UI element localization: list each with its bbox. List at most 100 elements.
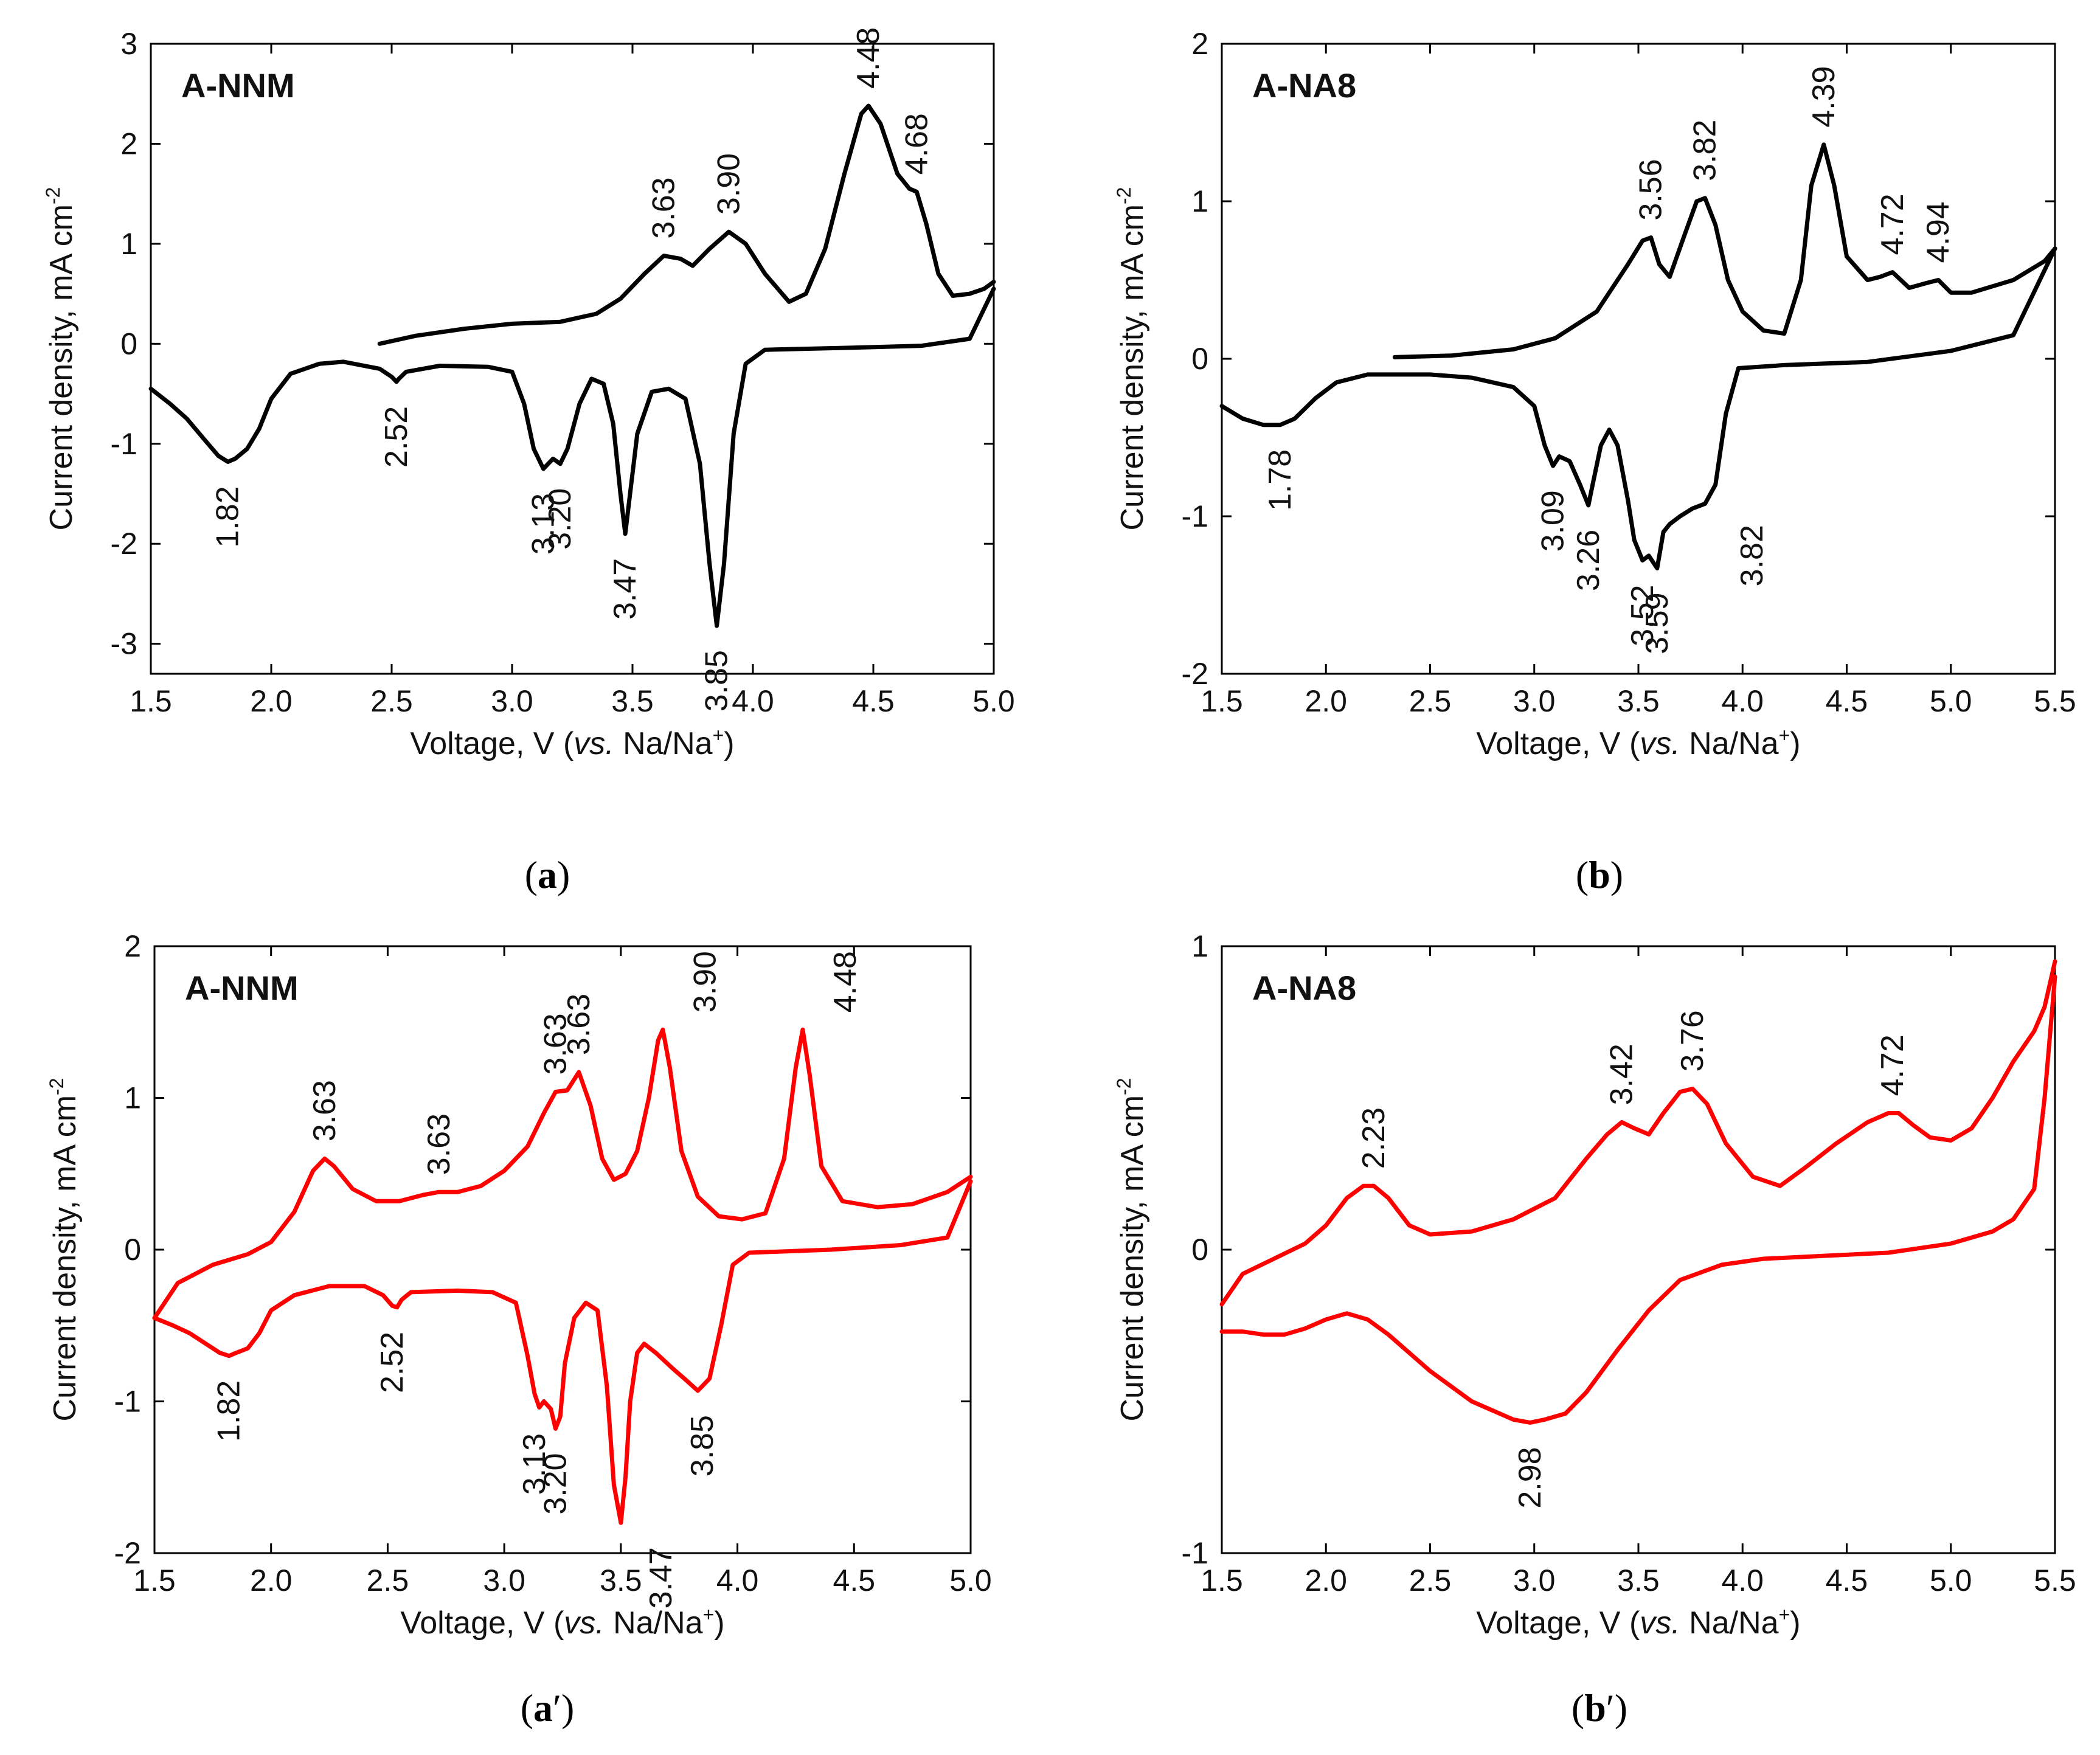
series-charge: [1219, 959, 2057, 1307]
peak-annotation: 2.52: [375, 1332, 410, 1393]
caption-close: ′): [1606, 1686, 1627, 1729]
y-tick-label: 0: [1191, 1233, 1208, 1267]
x-tick-label: 2.0: [1305, 1563, 1347, 1598]
x-axis-label-sup: +: [1779, 724, 1790, 746]
peak-annotation: 3.20: [542, 488, 578, 550]
x-axis-label-end: ): [714, 1605, 724, 1641]
y-tick-label: -1: [1182, 499, 1208, 533]
x-tick-label: 4.0: [1721, 1563, 1764, 1598]
peak-annotation: 3.09: [1536, 490, 1571, 552]
peak-annotation: 3.82: [1688, 120, 1723, 181]
y-tick-label: 2: [1191, 27, 1208, 61]
caption-letter: b: [1589, 853, 1610, 896]
x-tick-label: 2.5: [1409, 684, 1452, 718]
x-axis-label-italic: vs.: [1640, 726, 1680, 761]
y-axis-label-main: Current density, mA cm: [1115, 204, 1150, 531]
x-tick-label: 2.0: [250, 1563, 293, 1598]
chart-a-prime: 1.5 2.0 2.5 3.0 3.5 4.0 4.5 5.0 -2 -1 0 1 2 Voltage, …: [46, 929, 992, 1729]
y-axis-label: Current density, mA cm-2: [46, 1078, 83, 1422]
panel-caption: (a): [525, 853, 570, 896]
x-tick-label: 4.0: [1721, 684, 1764, 718]
peak-annotation: 3.63: [421, 1113, 457, 1175]
x-axis-label-sup: +: [703, 1604, 715, 1625]
series-discharge: [1219, 246, 2057, 570]
plot-frame: [1221, 43, 2056, 675]
caption-open: (: [525, 853, 538, 896]
peak-annotation: 3.42: [1604, 1044, 1640, 1105]
peak-annotation: 3.13: [517, 1433, 552, 1495]
x-tick-label: 4.5: [1826, 684, 1868, 718]
caption-open: (: [1572, 1686, 1584, 1729]
x-axis-label-tail: Na/Na: [614, 726, 713, 761]
series-charge: [377, 103, 996, 346]
peak-annotation: 3.76: [1675, 1010, 1710, 1071]
peak-annotation: 3.47: [643, 1547, 679, 1608]
x-tick-label: 1.5: [133, 1563, 176, 1598]
peak-annotation: 3.90: [688, 951, 723, 1012]
y-tick-label: -2: [1182, 657, 1208, 691]
plot-frame: [150, 43, 995, 675]
peak-annotation: 3.85: [685, 1415, 720, 1476]
caption-letter: a: [538, 853, 557, 896]
x-tick-label: 4.0: [716, 1563, 759, 1598]
x-tick-label: 2.5: [370, 684, 413, 718]
x-tick-label: 3.5: [1617, 684, 1660, 718]
x-axis-label-end: ): [724, 726, 734, 761]
panel-caption: (b′): [1572, 1686, 1627, 1729]
x-tick-label: 5.5: [2034, 684, 2076, 718]
y-tick-label: 0: [1191, 342, 1208, 376]
x-tick-label: 3.5: [600, 1563, 642, 1598]
peak-annotation: 4.68: [899, 113, 934, 175]
peak-annotation: 2.98: [1513, 1447, 1548, 1508]
peak-annotation: 3.20: [538, 1453, 573, 1514]
x-tick-label: 1.5: [1201, 684, 1243, 718]
peak-annotation: 4.94: [1921, 201, 1956, 263]
peak-annotation: 4.72: [1875, 193, 1910, 255]
caption-open: (: [521, 1686, 533, 1729]
x-axis-label-main: Voltage, V (: [1476, 726, 1640, 761]
x-axis-label-tail: Na/Na: [605, 1605, 703, 1641]
x-tick-label: 3.5: [1617, 1563, 1660, 1598]
x-tick-label: 5.5: [2034, 1563, 2076, 1598]
x-tick-label: 4.0: [732, 684, 774, 718]
peak-annotation: 3.63: [646, 177, 681, 238]
chart-b: 1.5 2.0 2.5 3.0 3.5 4.0 4.5 5.0 5.5 -2 -1 0 1 2 Voltag…: [1113, 27, 2076, 896]
peak-annotation: 3.52: [1625, 585, 1660, 646]
peak-annotation: 3.13: [525, 493, 561, 555]
y-axis-label: Current density, mA cm-2: [1113, 187, 1150, 531]
x-axis-label-main: Voltage, V (: [400, 1605, 564, 1641]
y-axis-label-main: Current density, mA cm: [1115, 1095, 1150, 1422]
x-axis-label-sup: +: [713, 724, 724, 746]
x-tick-label: 2.5: [367, 1563, 409, 1598]
caption-open: (: [1576, 853, 1589, 896]
panel-caption: (a′): [521, 1686, 575, 1729]
x-tick-label: 4.5: [852, 684, 895, 718]
peak-annotation: 4.48: [828, 951, 863, 1012]
series-charge: [152, 1027, 973, 1320]
peak-annotation: 3.85: [699, 650, 735, 711]
peak-annotation: 4.39: [1806, 66, 1842, 128]
x-tick-label: 5.0: [1930, 1563, 1972, 1598]
y-axis-label-main: Current density, mA cm: [44, 204, 79, 531]
peak-annotation: 2.52: [379, 406, 414, 468]
x-tick-label: 3.0: [1513, 684, 1556, 718]
y-tick-label: -1: [114, 1385, 141, 1419]
x-tick-label: 3.0: [483, 1563, 525, 1598]
y-tick-label: 0: [120, 327, 137, 361]
caption-letter: a: [533, 1686, 553, 1729]
x-tick-label: 4.5: [1826, 1563, 1868, 1598]
y-axis-label-sup: -2: [1113, 1078, 1135, 1095]
chart-b-prime: 1.5 2.0 2.5 3.0 3.5 4.0 4.5 5.0 5.5 -1 0 1 Voltage, …: [1113, 929, 2076, 1729]
caption-close: ′): [553, 1686, 574, 1729]
y-tick-label: -2: [111, 527, 137, 561]
panel-caption: (b): [1576, 853, 1623, 896]
y-tick-label: -1: [111, 427, 137, 461]
x-tick-label: 5.0: [1930, 684, 1972, 718]
y-tick-label: 2: [124, 929, 141, 963]
peak-annotation: 3.63: [561, 994, 597, 1055]
x-axis-label-end: ): [1790, 726, 1800, 761]
caption-close: ): [1610, 853, 1623, 896]
y-tick-label: 3: [120, 27, 137, 61]
y-tick-label: 0: [124, 1233, 141, 1267]
